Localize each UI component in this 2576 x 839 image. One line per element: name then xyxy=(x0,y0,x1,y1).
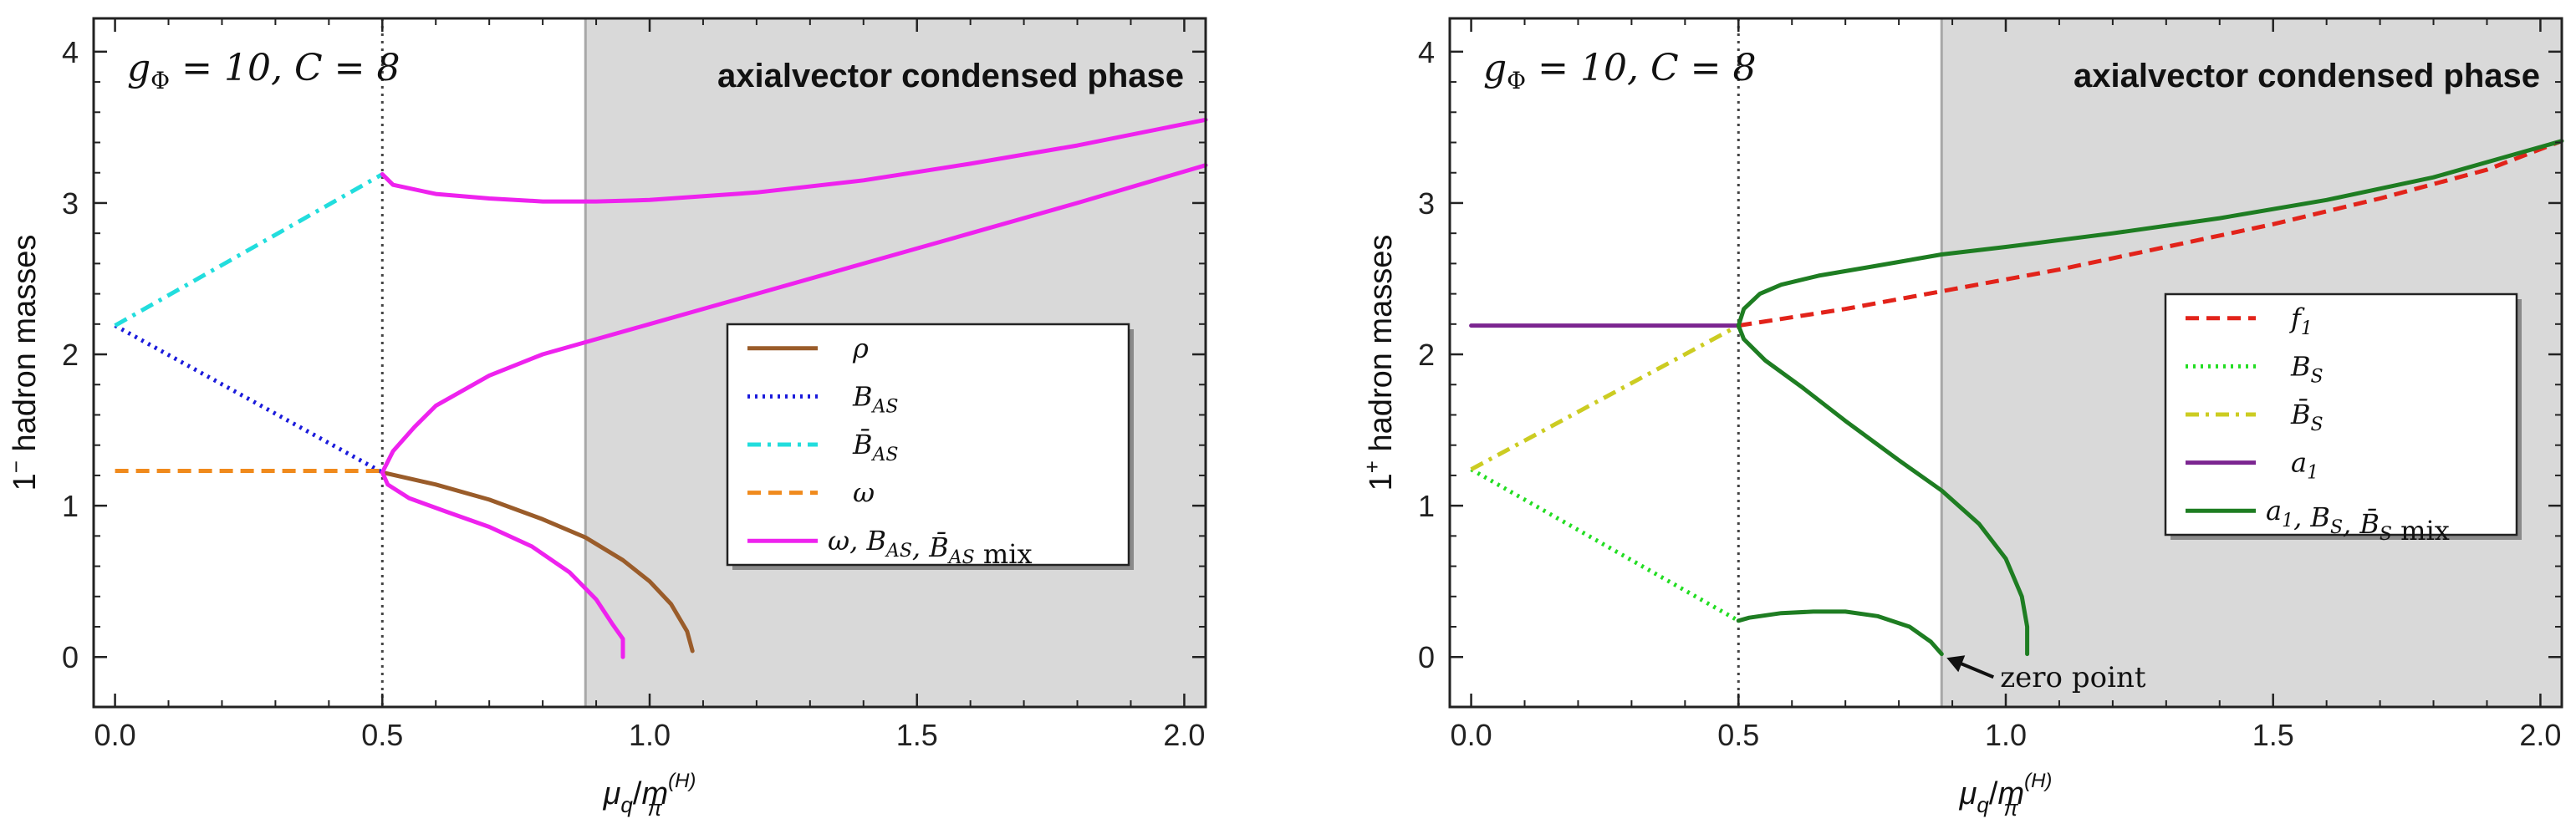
x-tick-label: 0.0 xyxy=(1451,718,1492,752)
phase-label: axialvector condensed phase xyxy=(717,58,1184,94)
y-tick-label: 3 xyxy=(1418,186,1435,221)
y-axis-label: 1− hadron masses xyxy=(3,235,43,491)
legend-label: a1, BS, B̄S mix xyxy=(2266,495,2450,547)
x-tick-label: 0.5 xyxy=(361,718,403,752)
series-line-4 xyxy=(380,117,1208,204)
y-tick-label: 2 xyxy=(62,338,79,372)
x-tick-label: 2.0 xyxy=(2519,718,2561,752)
x-tick-label: 1.0 xyxy=(629,718,671,752)
y-tick-label: 4 xyxy=(1418,35,1435,69)
series-line-2 xyxy=(1470,323,1740,471)
y-axis-label: 1+ hadron masses xyxy=(1359,235,1399,491)
x-tick-label: 0.5 xyxy=(1717,718,1759,752)
series-line-4 xyxy=(1736,139,2564,328)
series-line-0 xyxy=(380,470,695,653)
legend-label: ρ xyxy=(852,333,869,364)
x-tick-label: 2.0 xyxy=(1163,718,1205,752)
phase-label: axialvector condensed phase xyxy=(2074,58,2540,94)
right-panel-chart: 0.0 0.5 1.0 1.5 2.0 0 1 2 3 4 gΦ = 10, C = 8 axialv… xyxy=(1359,17,2564,821)
legend-label: ω, BAS, B̄AS mix xyxy=(828,525,1033,570)
legend-label: a1 xyxy=(2291,447,2318,484)
zero-point-label: zero point xyxy=(2000,661,2146,694)
legend-box xyxy=(726,323,1130,567)
y-tick-label: 4 xyxy=(62,35,79,69)
series-line-1 xyxy=(1470,467,1740,623)
coupling-annotation: gΦ = 10, C = 8 xyxy=(1483,47,1756,94)
legend-label: BS xyxy=(2290,350,2324,387)
x-tick-label: 1.5 xyxy=(2252,718,2294,752)
legend-label: B̄S xyxy=(2290,399,2324,435)
coupling-annotation: gΦ = 10, C = 8 xyxy=(127,47,400,94)
y-tick-label: 1 xyxy=(1418,489,1435,523)
x-tick-label: 1.0 xyxy=(1985,718,2027,752)
series-line-6 xyxy=(1736,609,1944,657)
legend-label: ω xyxy=(853,477,875,509)
y-tick-label: 3 xyxy=(62,186,79,221)
series-line-5 xyxy=(1736,323,2030,657)
legend: ρ BAS B̄AS ω ω, BAS, B̄AS mix xyxy=(726,323,1134,570)
series-line-6 xyxy=(380,470,625,659)
x-axis-label: μq/m(H) π xyxy=(603,770,696,821)
left-panel-chart: 0.0 0.5 1.0 1.5 2.0 0 1 2 3 4 gΦ = 10, C = 8 axialv… xyxy=(3,17,1208,821)
legend-label: B̄AS xyxy=(852,429,898,465)
x-tick-label: 1.5 xyxy=(896,718,938,752)
y-tick-label: 1 xyxy=(62,489,79,523)
series-line-1 xyxy=(114,323,384,475)
x-axis-label: μq/m(H) π xyxy=(1959,770,2053,821)
series-line-2 xyxy=(114,172,384,328)
zero-point-arrow-head xyxy=(1946,655,1966,673)
series-line-5 xyxy=(380,163,1208,475)
legend-label: BAS xyxy=(852,380,898,417)
y-tick-label: 2 xyxy=(1418,338,1435,372)
y-tick-label: 0 xyxy=(1418,640,1435,674)
x-tick-label: 0.0 xyxy=(94,718,136,752)
y-tick-label: 0 xyxy=(62,640,79,674)
